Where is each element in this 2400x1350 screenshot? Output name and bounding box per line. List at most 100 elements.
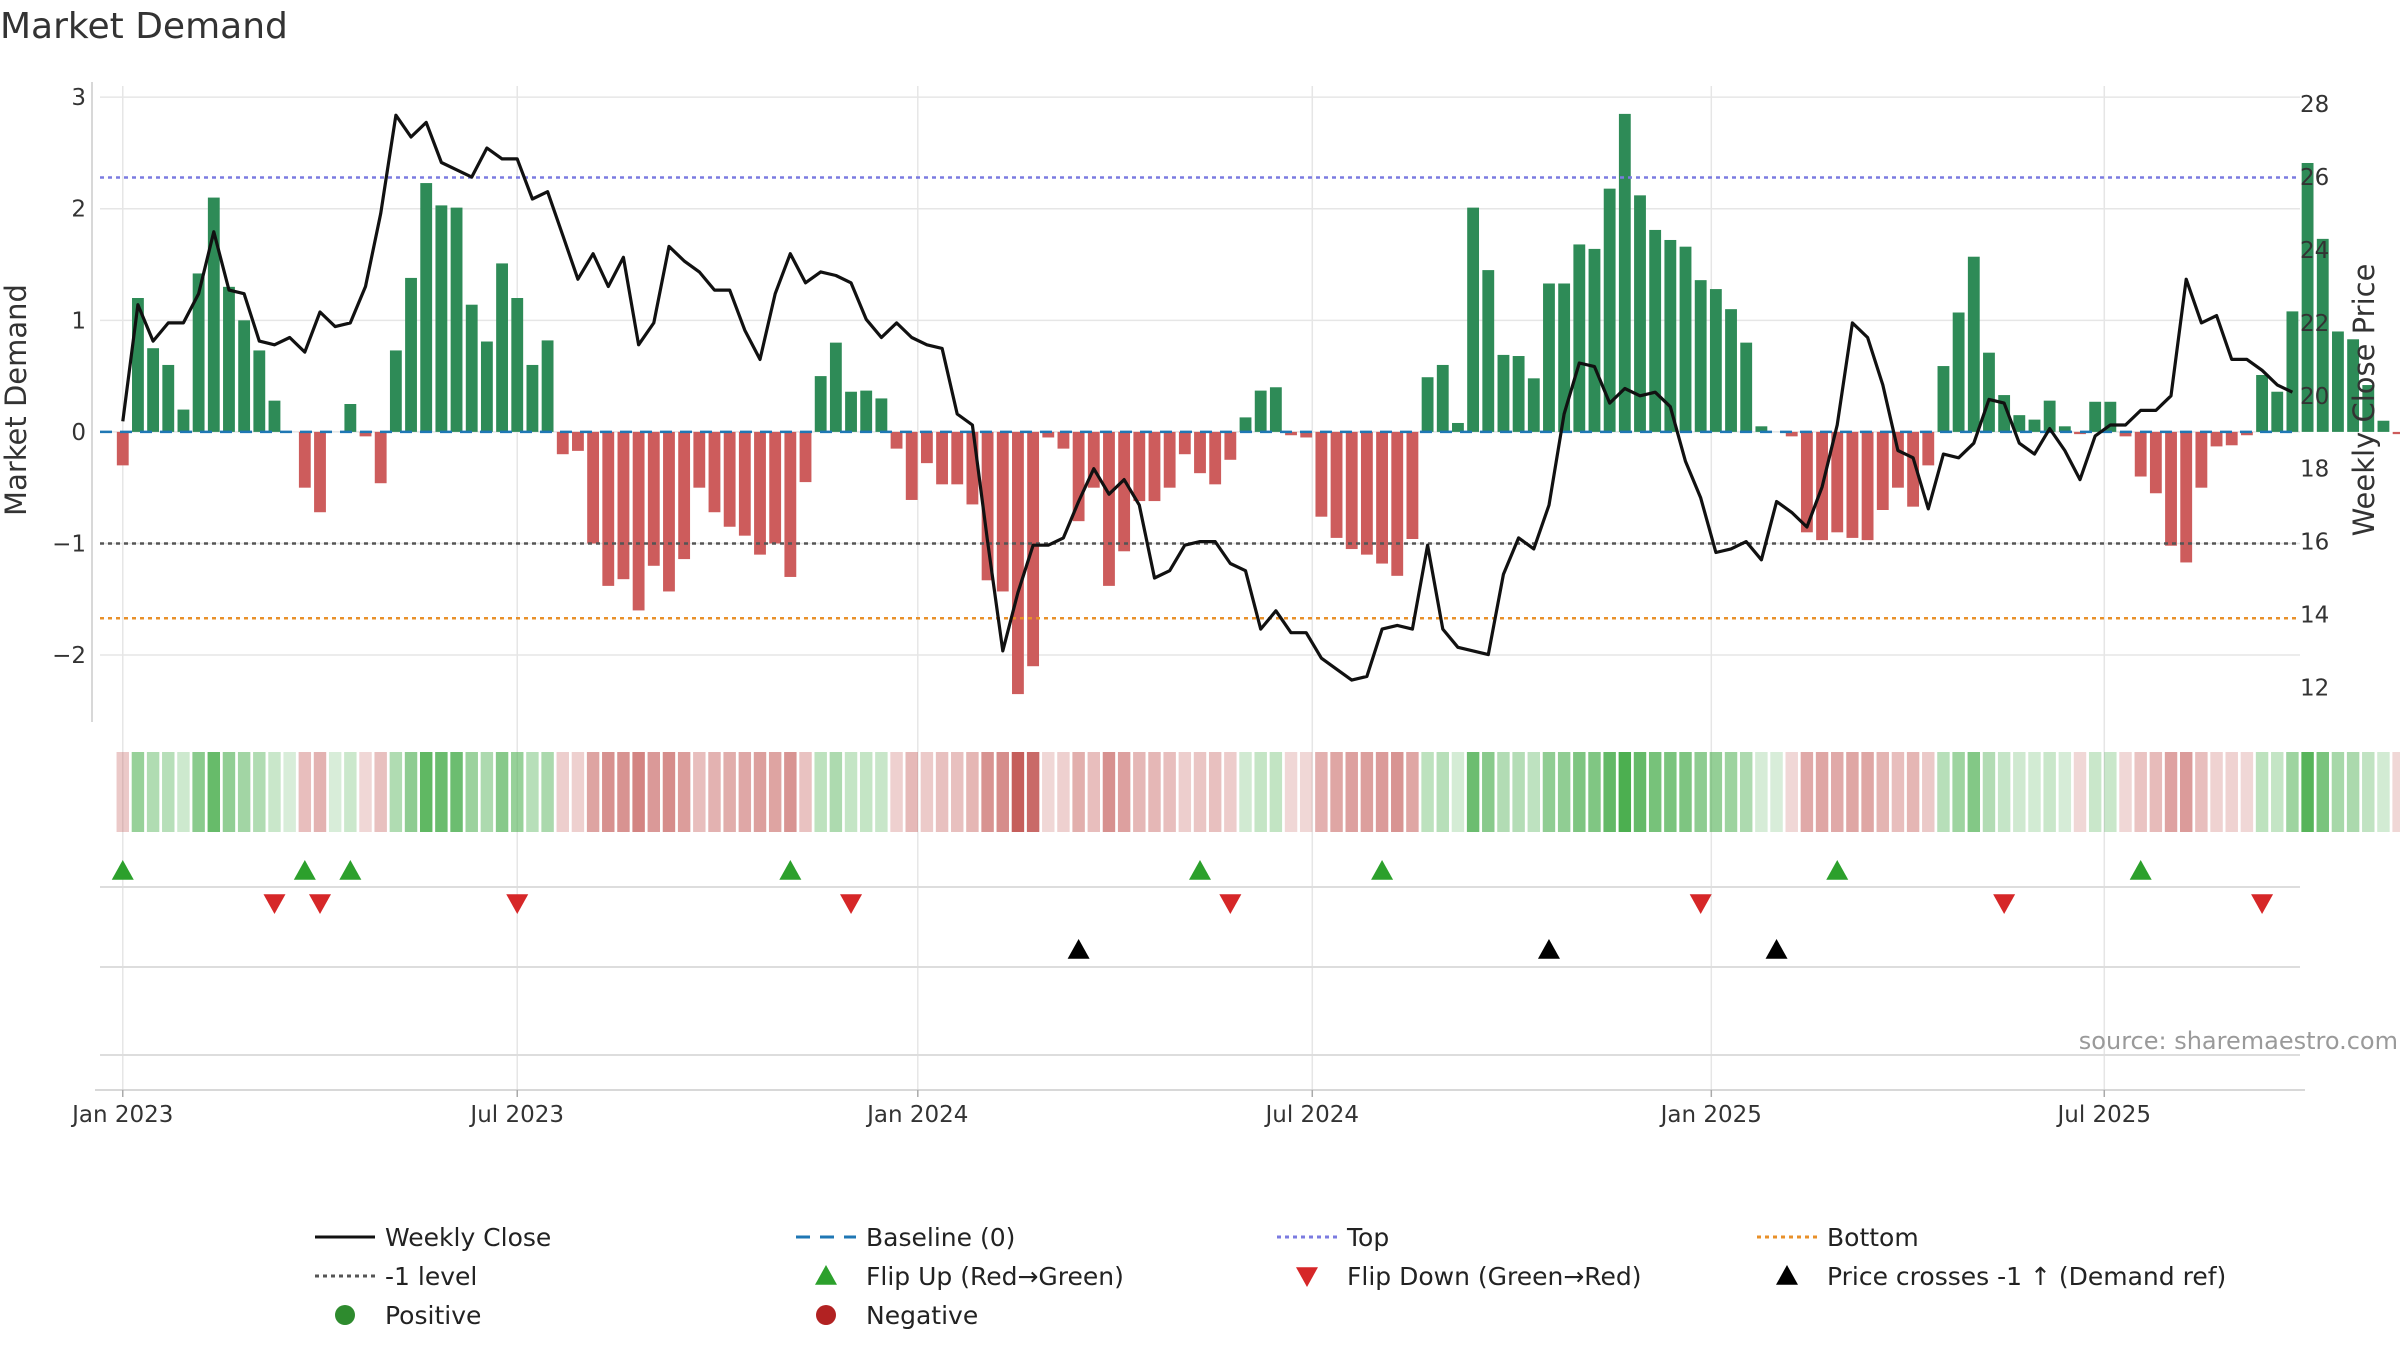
demand-bar: [253, 350, 266, 432]
heat-cell: [131, 752, 145, 832]
demand-bar: [1846, 431, 1859, 538]
heat-cell: [1588, 752, 1601, 832]
demand-bar: [814, 376, 827, 432]
heat-cell: [2286, 752, 2299, 832]
demand-bar: [981, 431, 994, 581]
demand-bar: [678, 431, 691, 560]
demand-bar: [1649, 229, 1662, 432]
heat-cell: [526, 752, 539, 832]
demand-bar: [2058, 426, 2071, 432]
demand-bar: [860, 390, 873, 432]
heat-cell: [1117, 752, 1131, 832]
heat-cell: [1087, 752, 1101, 832]
heat-cell: [1906, 752, 1920, 832]
legend-circle-symbol: [335, 1305, 355, 1325]
demand-bar: [572, 431, 584, 451]
demand-bar: [1664, 239, 1677, 432]
demand-bar: [162, 364, 175, 432]
flip-down-marker: [840, 894, 863, 914]
heat-cell: [890, 752, 903, 832]
heat-cell: [1618, 752, 1632, 832]
demand-bar: [1634, 195, 1646, 432]
heat-cell: [2028, 752, 2041, 832]
demand-bar: [738, 431, 751, 536]
demand-bar: [1983, 352, 1995, 432]
heat-cell: [1603, 752, 1616, 832]
demand-bar: [1558, 283, 1571, 432]
demand-bar: [344, 404, 357, 432]
x-tick-label: Jul 2024: [1263, 1102, 1359, 1128]
heat-cell: [2195, 752, 2208, 832]
heat-cell: [920, 752, 934, 832]
demand-bar: [2362, 385, 2375, 432]
y2-tick-label: 18: [2300, 457, 2329, 483]
demand-bar: [2134, 431, 2147, 477]
reference-lines: [100, 176, 2300, 620]
demand-bar: [1709, 289, 1722, 432]
demand-bar: [1406, 431, 1419, 540]
heat-cell: [1345, 752, 1358, 832]
demand-bar: [132, 298, 144, 432]
demand-bar: [1103, 431, 1115, 586]
demand-bar: [1922, 431, 1935, 466]
heat-cell: [2119, 752, 2132, 832]
demand-bar: [1497, 354, 1510, 432]
y-tick-label: −1: [52, 531, 86, 557]
demand-bar: [1785, 431, 1798, 437]
y2-tick-label: 22: [2300, 311, 2329, 337]
y-tick-label: 2: [71, 197, 86, 223]
heat-cell: [1042, 752, 1055, 832]
heat-cell: [935, 752, 949, 832]
demand-bar: [1072, 431, 1085, 522]
heat-cell: [723, 752, 736, 832]
demand-bar: [966, 431, 979, 505]
heat-cell: [2301, 752, 2314, 832]
heat-cell: [1436, 752, 1449, 832]
demand-bar: [2195, 431, 2208, 488]
demand-bar: [1588, 248, 1601, 432]
heat-cell: [1482, 752, 1495, 832]
heat-cell: [693, 752, 706, 832]
heat-cell: [1876, 752, 1889, 832]
demand-bar: [207, 197, 220, 432]
y-tick-label: 3: [71, 85, 86, 111]
demand-bar: [723, 431, 736, 527]
demand-bar: [1755, 426, 1768, 432]
heat-cell: [1178, 752, 1192, 832]
demand-bar: [617, 431, 630, 580]
heat-cell: [1815, 752, 1829, 832]
heat-cell: [2013, 752, 2026, 832]
demand-bar: [845, 391, 857, 432]
heat-cell: [1573, 752, 1586, 832]
demand-bar: [1512, 356, 1525, 432]
demand-bar: [1694, 280, 1707, 432]
demand-bar: [1148, 431, 1161, 502]
legend: Weekly Close Baseline (0) Top Bottom -1 leve…: [315, 1223, 2226, 1330]
demand-bar: [405, 277, 417, 432]
demand-bar: [1543, 283, 1555, 432]
heat-cell: [313, 752, 327, 832]
demand-bar: [1376, 431, 1388, 564]
flip-up-marker: [1826, 860, 1849, 880]
y2-tick-label: 26: [2300, 165, 2329, 191]
flip-down-marker: [506, 894, 529, 914]
heat-cell: [2346, 752, 2360, 832]
chart-title: Market Demand: [0, 6, 288, 47]
legend-label: Flip Up (Red→Green): [866, 1262, 1124, 1291]
demand-bar: [1467, 207, 1480, 432]
demand-bar: [769, 431, 782, 544]
demand-bar: [511, 298, 524, 432]
demand-bar: [2210, 431, 2223, 447]
heat-cell: [799, 752, 812, 832]
heat-cell: [1254, 752, 1267, 832]
heat-cell: [1072, 752, 1085, 832]
demand-bar: [1087, 431, 1100, 488]
demand-bar: [1861, 431, 1874, 541]
heat-cell: [435, 752, 448, 832]
heat-cell: [875, 752, 888, 832]
heat-cell: [1148, 752, 1161, 832]
x-tick-label: Jan 2024: [865, 1102, 968, 1128]
y2-tick-label: 14: [2300, 602, 2329, 628]
heat-cell: [541, 752, 554, 832]
